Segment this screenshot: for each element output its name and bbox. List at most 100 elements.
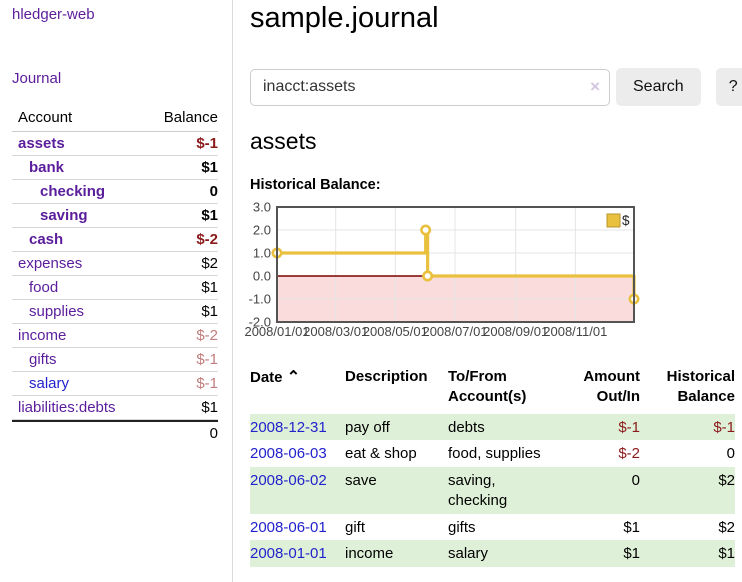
account-balance: $-1 [147, 132, 218, 156]
account-row: saving $1 [12, 204, 218, 228]
transaction-balance: $2 [718, 518, 735, 536]
svg-text:2.0: 2.0 [253, 223, 271, 238]
main-content: sample.journal × Search ? assets Histori… [233, 0, 742, 582]
account-row: salary $-1 [12, 372, 218, 396]
account-link-supplies[interactable]: supplies [29, 303, 85, 320]
sort-ascending-icon: ⌃ [286, 369, 301, 386]
transaction-amount: 0 [631, 472, 640, 490]
transaction-amount: $-2 [618, 445, 640, 463]
account-link-expenses[interactable]: expenses [18, 255, 83, 272]
account-balance: $1 [147, 276, 218, 300]
register-header-date[interactable]: Date ⌃ [250, 369, 301, 386]
account-link-bank[interactable]: bank [29, 159, 65, 176]
register-row: 2008-06-01 gift gifts $1 $2 [250, 514, 735, 541]
transaction-date-link[interactable]: 2008-12-31 [250, 418, 327, 436]
svg-text:-2.0: -2.0 [249, 315, 271, 330]
chart-label: Historical Balance: [250, 177, 381, 193]
svg-text:-1.0: -1.0 [249, 292, 271, 307]
register-header-amount: Amount Out/In [583, 368, 640, 406]
transaction-date-link[interactable]: 2008-01-01 [250, 545, 327, 563]
svg-text:2008/05/01: 2008/05/01 [363, 324, 428, 339]
register-row: 2008-01-01 income salary $1 $1 [250, 540, 735, 568]
accounts-header-balance: Balance [147, 106, 218, 132]
account-row: supplies $1 [12, 300, 218, 324]
account-link-checking[interactable]: checking [40, 183, 106, 200]
account-balance: 0 [147, 180, 218, 204]
account-row: expenses $2 [12, 252, 218, 276]
svg-text:0.0: 0.0 [253, 269, 271, 284]
transaction-description: eat & shop [345, 445, 417, 463]
account-balance: $-1 [147, 348, 218, 372]
sidebar: hledger-web Journal Account Balance asse… [0, 0, 233, 582]
search-form: × Search ? [250, 68, 742, 106]
account-link-liabilities-debts[interactable]: liabilities:debts [18, 399, 116, 416]
account-link-gifts[interactable]: gifts [29, 351, 57, 368]
account-balance: $2 [147, 252, 218, 276]
account-row: checking 0 [12, 180, 218, 204]
help-button[interactable]: ? [715, 68, 742, 106]
account-balance: $-1 [147, 372, 218, 396]
account-row: food $1 [12, 276, 218, 300]
account-link-income[interactable]: income [18, 327, 67, 344]
account-link-cash[interactable]: cash [29, 231, 64, 248]
transaction-description: pay off [345, 418, 390, 436]
transaction-accounts: salary [448, 545, 489, 563]
svg-text:$: $ [622, 213, 630, 228]
search-input[interactable] [250, 68, 610, 106]
account-balance: $1 [147, 156, 218, 180]
svg-text:1.0: 1.0 [253, 246, 271, 261]
account-link-food[interactable]: food [29, 279, 59, 296]
account-row: income $-2 [12, 324, 218, 348]
account-row: cash $-2 [12, 228, 218, 252]
balance-chart-svg: 3.0 2.0 1.0 0.0 -1.0 -2.02008/01/012008/03/01… [244, 200, 640, 339]
account-balance: $-2 [147, 324, 218, 348]
account-heading: assets [250, 128, 317, 154]
brand-link[interactable]: hledger-web [12, 6, 95, 23]
account-row: bank $1 [12, 156, 218, 180]
register-row: 2008-06-02 save saving, checking 0 $2 [250, 467, 735, 514]
transaction-balance: $-1 [713, 418, 735, 436]
svg-text:2008/09/01: 2008/09/01 [483, 324, 548, 339]
clear-search-icon[interactable]: × [590, 76, 600, 96]
transaction-balance: $1 [718, 545, 735, 563]
transaction-balance: 0 [726, 445, 735, 463]
account-link-salary[interactable]: salary [29, 375, 70, 392]
accounts-header-account: Account [12, 106, 148, 132]
accounts-total-value: 0 [147, 420, 218, 445]
accounts-table: Account Balance assets $-1 bank $1 checkin… [12, 106, 218, 445]
account-row: gifts $-1 [12, 348, 218, 372]
transaction-amount: $1 [623, 545, 640, 563]
account-row: assets $-1 [12, 132, 218, 156]
register-header-account: To/From Account(s) [448, 368, 527, 406]
svg-text:2008/01/01: 2008/01/01 [244, 324, 309, 339]
account-balance: $1 [147, 396, 218, 420]
transaction-description: income [345, 545, 394, 563]
transaction-accounts: saving, checking [448, 472, 508, 509]
transaction-accounts: debts [448, 418, 485, 436]
transaction-description: save [345, 472, 377, 490]
transaction-date-link[interactable]: 2008-06-01 [250, 518, 327, 536]
account-balance: $1 [147, 204, 218, 228]
sidebar-item-journal[interactable]: Journal [12, 70, 62, 87]
search-button[interactable]: Search [616, 68, 701, 106]
transaction-amount: $-1 [618, 418, 640, 436]
svg-text:2008/11/01: 2008/11/01 [543, 324, 607, 339]
transaction-date-link[interactable]: 2008-06-03 [250, 445, 327, 463]
transaction-amount: $1 [623, 518, 640, 536]
transaction-accounts: gifts [448, 518, 476, 536]
transaction-description: gift [345, 518, 366, 536]
page-title: sample.journal [250, 2, 439, 34]
transaction-date-link[interactable]: 2008-06-02 [250, 472, 327, 490]
svg-text:3.0: 3.0 [253, 200, 271, 215]
svg-text:2008/07/01: 2008/07/01 [422, 324, 487, 339]
register-header-balance: Historical Balance [666, 368, 735, 406]
accounts-total-row: 0 [12, 420, 218, 445]
register-table: Date ⌃ Description To/From Account(s) Am… [250, 365, 735, 568]
historical-balance-chart: 3.0 2.0 1.0 0.0 -1.0 -2.0 2008/01/01 2008/03/01… [244, 200, 670, 339]
account-link-saving[interactable]: saving [40, 207, 88, 224]
register-row: 2008-12-31 pay off debts $-1 $-1 [250, 413, 735, 441]
transaction-accounts: food, supplies [448, 445, 541, 463]
transaction-balance: $2 [718, 472, 735, 490]
account-link-assets[interactable]: assets [18, 135, 65, 152]
